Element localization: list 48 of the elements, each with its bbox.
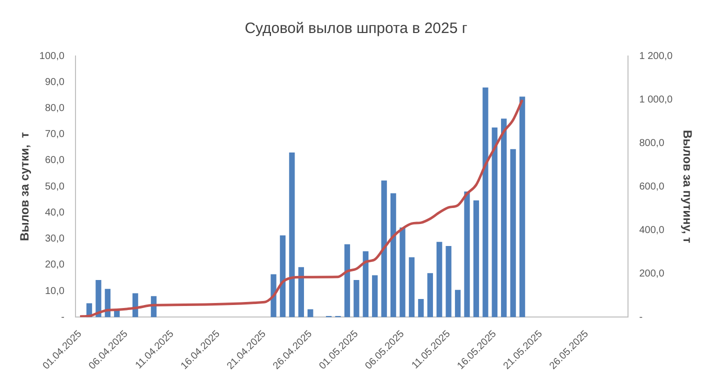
bar: [473, 200, 480, 318]
bar: [408, 257, 415, 318]
y2-tick-label: 200,0: [639, 268, 665, 280]
y2-tick-label: 1 000,0: [639, 94, 674, 106]
y-tick-label: 70,0: [44, 129, 65, 140]
y-tick-label: 10,0: [44, 286, 65, 297]
bar: [427, 273, 433, 318]
bar: [308, 309, 314, 318]
bar: [482, 88, 488, 318]
bar: [446, 246, 452, 318]
bar: [381, 180, 387, 318]
y2-axis-title: Вылов за путину, т: [680, 130, 694, 244]
y-tick-label: 60,0: [44, 155, 65, 166]
y-tick-label: 100,0: [39, 50, 65, 62]
y-tick-label: -: [61, 312, 64, 323]
y2-tick-label: 400,0: [639, 224, 665, 236]
bar: [454, 290, 461, 318]
bar: [418, 299, 424, 318]
y-axis-title: Вылов за сутки, т: [18, 132, 32, 241]
bar: [372, 275, 378, 318]
bar: [354, 280, 360, 318]
bar: [298, 267, 304, 318]
bar: [362, 251, 368, 318]
y2-tick-label: 1 200,0: [639, 50, 674, 62]
bar: [96, 280, 102, 318]
y-tick-label: 90,0: [44, 76, 65, 88]
y-tick-label: 30,0: [44, 234, 65, 245]
bar: [280, 235, 286, 318]
bar: [436, 242, 442, 318]
y2-tick-label: -: [639, 312, 643, 323]
bar: [400, 227, 406, 318]
y-tick-label: 40,0: [44, 207, 65, 218]
bar: [519, 96, 526, 318]
bar: [390, 193, 396, 318]
bar: [510, 149, 516, 318]
y-tick-label: 20,0: [44, 260, 65, 271]
line-series: [78, 98, 524, 318]
bar: [344, 244, 350, 318]
y-tick-label: 50,0: [44, 181, 65, 192]
y2-tick-label: 800,0: [639, 138, 665, 149]
bar: [492, 127, 498, 318]
chart-title: Судовой вылов шпрота в 2025 г: [244, 20, 468, 38]
y2-tick-label: 600,0: [639, 181, 665, 192]
bar: [289, 152, 295, 318]
y-tick-label: 80,0: [44, 102, 65, 114]
bar: [270, 274, 276, 318]
bar: [464, 191, 470, 318]
bar: [501, 118, 507, 318]
